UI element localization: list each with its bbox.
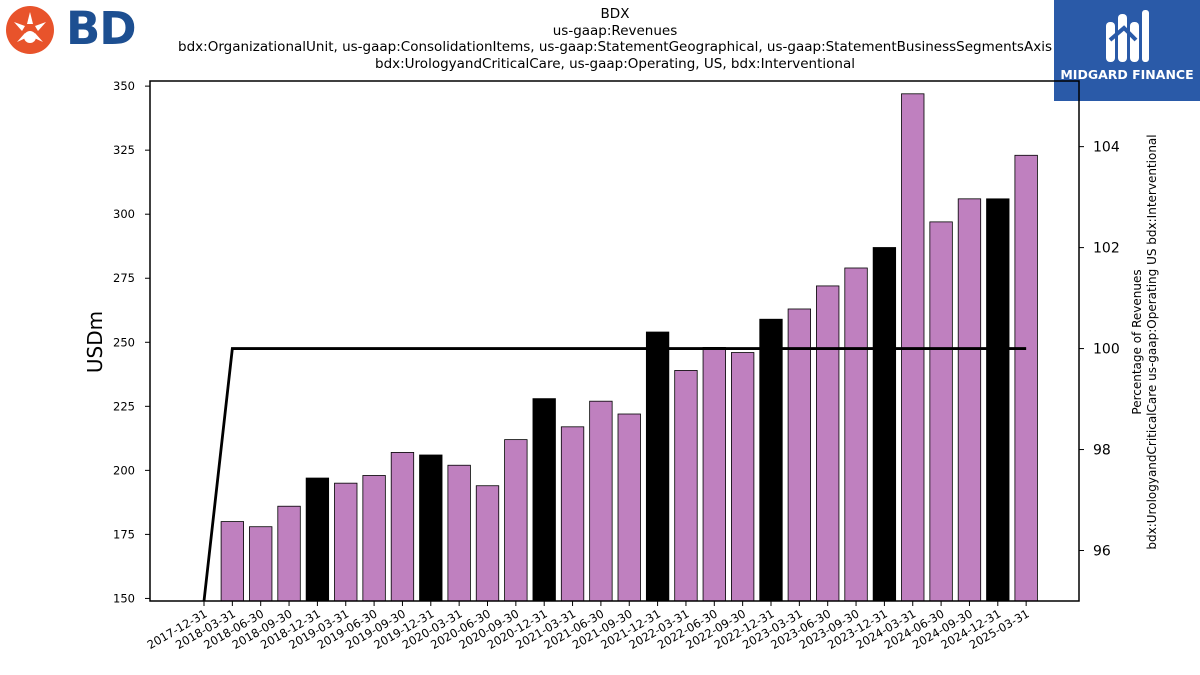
- bar-2024-06-30: [929, 221, 953, 602]
- y-tick-label-350: 350: [113, 79, 135, 93]
- midgard-finance-wordmark: MIDGARD FINANCE: [1060, 67, 1194, 82]
- bar-2018-12-31: [305, 477, 330, 602]
- right-tick-label-102: 102: [1093, 241, 1120, 257]
- bar-2023-03-31: [787, 308, 811, 602]
- bar-2023-12-31: [872, 247, 897, 602]
- right-tick-label-98: 98: [1093, 443, 1111, 459]
- bar-2024-09-30: [957, 198, 982, 602]
- y-tick-label-175: 175: [113, 527, 135, 541]
- bar-2021-09-30: [617, 413, 641, 602]
- y-tick-label-225: 225: [113, 399, 135, 413]
- bar-2020-12-31: [532, 398, 556, 602]
- right-axis-label-line-2: bdx:UrologyandCriticalCare us-gaap:Opera…: [1145, 134, 1159, 549]
- y-tick-label-150: 150: [113, 591, 135, 605]
- right-tick-label-104: 104: [1093, 140, 1120, 156]
- bars-group: [220, 93, 1038, 602]
- bar-2022-06-30: [702, 347, 726, 602]
- bar-2025-03-31: [1014, 154, 1038, 602]
- bar-2022-09-30: [731, 352, 755, 602]
- right-tick-label-100: 100: [1093, 342, 1120, 358]
- bar-2020-09-30: [504, 439, 528, 602]
- axes-group: 150 175 200 225 250 275 300 325 350 96 98 100 102 104…: [113, 79, 1120, 652]
- bar-2018-06-30: [249, 526, 273, 602]
- bar-2024-12-31: [986, 198, 1010, 602]
- midgard-emblem-icon: [1106, 10, 1149, 62]
- bd-logo: BD: [4, 2, 144, 56]
- bar-2018-09-30: [277, 505, 301, 602]
- y-tick-label-275: 275: [113, 271, 135, 285]
- bar-2021-03-31: [560, 426, 585, 602]
- y-axis-label: USDm: [83, 311, 107, 373]
- right-axis-label-line-1: Percentage of Revenues: [1130, 269, 1144, 414]
- plot-frame: [149, 80, 1080, 602]
- bd-starburst-icon: [6, 6, 54, 54]
- bar-2020-06-30: [475, 485, 500, 602]
- bar-2021-12-31: [645, 331, 670, 602]
- bar-2022-12-31: [759, 318, 783, 602]
- bar-2018-03-31: [220, 521, 245, 602]
- y-tick-label-200: 200: [113, 463, 135, 477]
- bar-2023-09-30: [844, 267, 868, 602]
- bar-2019-12-31: [419, 454, 443, 602]
- bar-2019-06-30: [362, 475, 386, 602]
- bar-2022-03-31: [674, 370, 698, 602]
- right-tick-label-96: 96: [1093, 544, 1111, 560]
- line-group: [202, 347, 1027, 602]
- bar-2019-09-30: [390, 452, 415, 602]
- bd-wordmark: BD: [66, 2, 137, 55]
- y-tick-label-325: 325: [113, 143, 135, 157]
- bar-2019-03-31: [334, 482, 358, 602]
- bar-2020-03-31: [447, 464, 471, 602]
- y-tick-label-250: 250: [113, 335, 135, 349]
- y-tick-label-300: 300: [113, 207, 135, 221]
- percentage-line: [202, 347, 1027, 602]
- bar-2023-06-30: [816, 285, 840, 602]
- bar-2021-06-30: [589, 400, 613, 602]
